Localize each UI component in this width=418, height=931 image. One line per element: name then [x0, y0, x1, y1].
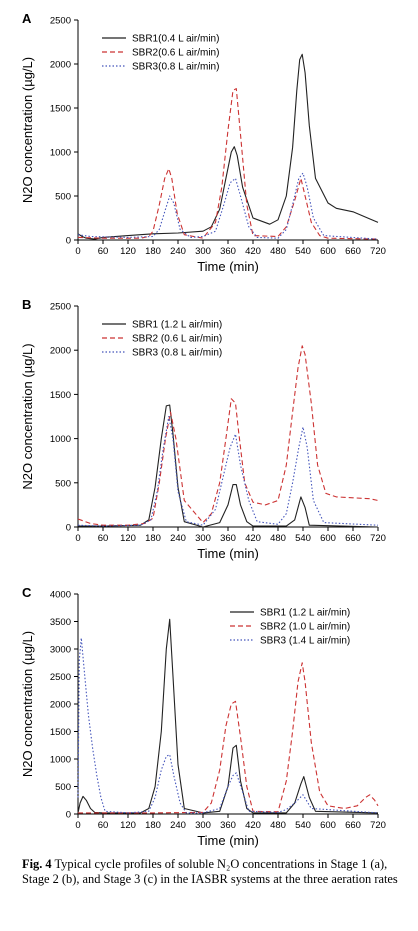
y-tick-label: 2000: [50, 60, 71, 71]
panel-letter: A: [22, 11, 32, 26]
y-tick-label: 1000: [50, 148, 71, 159]
x-tick-label: 120: [120, 246, 136, 257]
x-axis-label: Time (min): [197, 546, 259, 561]
x-tick-label: 420: [245, 246, 261, 257]
x-tick-label: 300: [195, 533, 211, 544]
y-tick-label: 500: [55, 192, 71, 203]
y-tick-label: 3500: [50, 617, 71, 628]
x-tick-label: 360: [220, 533, 236, 544]
y-tick-label: 2000: [50, 700, 71, 711]
x-tick-label: 360: [220, 820, 236, 831]
y-tick-label: 1500: [50, 727, 71, 738]
y-tick-label: 2500: [50, 16, 71, 27]
x-tick-label: 540: [295, 246, 311, 257]
y-axis-label: N2O concentration (µg/L): [20, 57, 35, 203]
x-tick-label: 0: [75, 246, 80, 257]
series-line: [77, 172, 379, 240]
x-tick-label: 180: [145, 533, 161, 544]
y-tick-label: 2500: [50, 672, 71, 683]
x-tick-label: 720: [370, 246, 386, 257]
x-tick-label: 180: [145, 246, 161, 257]
y-tick-label: 0: [66, 810, 71, 821]
series-line: [77, 637, 379, 814]
x-tick-label: 720: [370, 820, 386, 831]
y-tick-label: 2000: [50, 346, 71, 357]
series-line: [78, 404, 379, 528]
legend-label: SBR2 (0.6 L air/min): [132, 334, 222, 345]
y-tick-label: 1000: [50, 434, 71, 445]
x-tick-label: 660: [345, 533, 361, 544]
panel-c: C 0 500 1000 1500 2000 2500 3000 3500 4000 0 60 120 1…: [20, 585, 386, 848]
panel-b: B 0 500 1000 1500 2000 2500 0 60 120 180 240 300 360 4…: [20, 297, 386, 561]
x-axis-label: Time (min): [197, 259, 259, 274]
caption-text: Typical cycle profiles of soluble N₂O co…: [22, 857, 398, 886]
y-axis-label: N2O concentration (µg/L): [20, 631, 35, 777]
x-tick-label: 660: [345, 820, 361, 831]
x-tick-label: 60: [98, 533, 109, 544]
x-tick-label: 540: [295, 533, 311, 544]
x-tick-label: 600: [320, 820, 336, 831]
series-line: [77, 345, 379, 526]
legend-label: SBR3(0.8 L air/min): [132, 62, 219, 73]
x-tick-label: 360: [220, 246, 236, 257]
x-tick-label: 120: [120, 820, 136, 831]
x-tick-label: 420: [245, 820, 261, 831]
legend-label: SBR1(0.4 L air/min): [132, 34, 219, 45]
x-tick-label: 60: [98, 246, 109, 257]
x-tick-label: 120: [120, 533, 136, 544]
x-tick-label: 660: [345, 246, 361, 257]
x-tick-label: 540: [295, 820, 311, 831]
y-axis-label: N2O concentration (µg/L): [20, 343, 35, 489]
x-tick-label: 180: [145, 820, 161, 831]
y-tick-label: 0: [66, 523, 71, 534]
legend-label: SBR3 (0.8 L air/min): [132, 348, 222, 359]
x-tick-label: 480: [270, 820, 286, 831]
legend-label: SBR2(0.6 L air/min): [132, 48, 219, 59]
x-tick-label: 0: [75, 533, 80, 544]
legend-label: SBR1 (1.2 L air/min): [132, 320, 222, 331]
x-axis-label: Time (min): [197, 833, 259, 848]
y-tick-label: 1500: [50, 390, 71, 401]
panel-letter: B: [22, 297, 31, 312]
x-tick-label: 600: [320, 246, 336, 257]
y-tick-label: 500: [55, 478, 71, 489]
y-tick-label: 2500: [50, 302, 71, 313]
x-tick-label: 300: [195, 820, 211, 831]
panel-a: A 0 500 1000 1500 2000 2500 0 60 120 180 240 300 360 4…: [20, 11, 386, 274]
y-tick-label: 1000: [50, 755, 71, 766]
series-line: [78, 662, 379, 814]
figure-caption: Fig. 4 Typical cycle profiles of soluble…: [22, 857, 402, 887]
x-tick-label: 300: [195, 246, 211, 257]
x-tick-label: 0: [75, 820, 80, 831]
x-tick-label: 420: [245, 533, 261, 544]
x-tick-label: 240: [170, 246, 186, 257]
series-line: [77, 415, 379, 527]
series-line: [77, 88, 379, 240]
x-tick-label: 240: [170, 820, 186, 831]
caption-label: Fig. 4: [22, 857, 52, 871]
y-tick-label: 500: [55, 782, 71, 793]
panel-letter: C: [22, 585, 32, 600]
x-tick-label: 480: [270, 533, 286, 544]
legend-label: SBR1 (1.2 L air/min): [260, 608, 350, 619]
x-tick-label: 720: [370, 533, 386, 544]
y-tick-label: 4000: [50, 590, 71, 601]
x-tick-label: 600: [320, 533, 336, 544]
legend-label: SBR2 (1.0 L air/min): [260, 622, 350, 633]
x-tick-label: 480: [270, 246, 286, 257]
y-tick-label: 1500: [50, 104, 71, 115]
x-tick-label: 240: [170, 533, 186, 544]
x-tick-label: 60: [98, 820, 109, 831]
legend-label: SBR3 (1.4 L air/min): [260, 636, 350, 647]
y-tick-label: 0: [66, 236, 71, 247]
y-tick-label: 3000: [50, 645, 71, 656]
series-line: [77, 53, 379, 240]
